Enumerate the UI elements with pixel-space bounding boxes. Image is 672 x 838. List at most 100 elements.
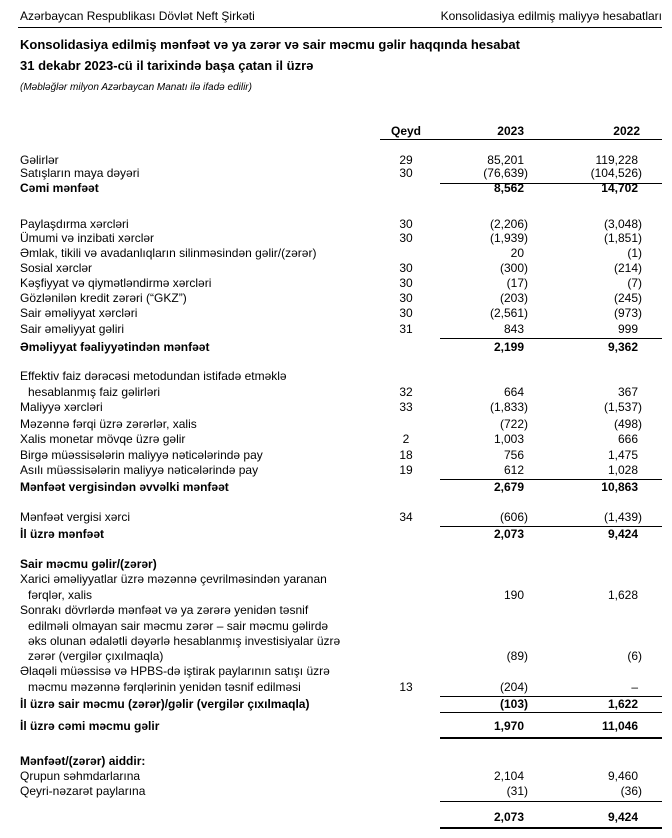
page-title: Konsolidasiya edilmiş mənfəət və ya zərə…: [20, 37, 520, 52]
table-row: əks olunan ədalətli dəyərlə hesablanmış …: [0, 634, 672, 649]
subtotal-rule: [440, 712, 662, 713]
table-row: hesablanmış faiz gəlirləri 32 664 367: [0, 385, 672, 400]
report-section-name: Konsolidasiya edilmiş maliyyə hesabatlar…: [440, 9, 662, 23]
value-2022: (6): [627, 649, 642, 663]
column-header-note: Qeyd: [390, 124, 421, 138]
table-row: Ümumi və inzibati xərclər 30 (1,939) (1,851…: [0, 231, 672, 246]
value-2022: (245): [613, 291, 642, 305]
value-2023: 664: [503, 385, 524, 399]
subtotal-rule: [440, 737, 662, 739]
table-row: Xarici əməliyyatlar üzrə məzənnə çevrilm…: [0, 572, 672, 587]
value-2022: (498): [613, 417, 642, 431]
value-2023: (722): [499, 417, 528, 431]
row-note: 30: [399, 276, 413, 290]
table-row: İl üzrə mənfəət 2,073 9,424: [0, 527, 672, 542]
row-note: 32: [399, 385, 413, 399]
table-row: Maliyyə xərcləri 33 (1,833) (1,537): [0, 400, 672, 415]
table-row: İl üzrə sair məcmu (zərər)/gəlir (vergil…: [0, 697, 672, 712]
subtotal-rule: [440, 526, 662, 527]
value-2022: 1,028: [607, 463, 638, 477]
value-2023: 20: [510, 246, 524, 260]
row-note: 30: [399, 166, 413, 180]
value-2022: 1,475: [607, 448, 638, 462]
table-row: Qrupun səhmdarlarına 2,104 9,460: [0, 769, 672, 784]
row-label: Qeyri-nəzarət paylarına: [20, 784, 146, 798]
row-label: Birgə müəssisələrin maliyyə nəticələrind…: [20, 448, 263, 462]
row-label: Xarici əməliyyatlar üzrə məzənnə çevrilm…: [20, 572, 327, 586]
value-2022: (1,439): [603, 510, 642, 524]
value-2023: (76,639): [483, 166, 528, 180]
row-label: Xalis monetar mövqe üzrə gəlir: [20, 432, 186, 446]
table-row: Sair əməliyyat gəliri 31 843 999: [0, 322, 672, 337]
table-row: Satışların maya dəyəri 30 (76,639) (104,526…: [0, 166, 672, 181]
table-row: Mənfəət vergisindən əvvəlki mənfəət 2,679…: [0, 480, 672, 495]
value-2022: 10,863: [601, 480, 638, 494]
value-2023: 756: [503, 448, 524, 462]
row-label: Sair əməliyyat xərcləri: [20, 306, 138, 320]
row-label: Qrupun səhmdarlarına: [20, 769, 141, 783]
subtotal-rule: [440, 801, 662, 802]
table-row: Mənfəət vergisi xərci 34 (606) (1,439): [0, 510, 672, 525]
row-note: 19: [399, 463, 413, 477]
value-2022: 9,424: [607, 810, 638, 824]
value-2022: –: [631, 680, 638, 694]
row-note: 29: [399, 153, 413, 167]
value-2023: (1,939): [489, 231, 528, 245]
row-label: Satışların maya dəyəri: [20, 166, 140, 180]
table-row: məcmu məzənnə fərqlərinin yenidən təsnif…: [0, 680, 672, 695]
row-label: Sair məcmu gəlir/(zərər): [20, 557, 157, 571]
table-row: Sair əməliyyat xərcləri 30 (2,561) (973): [0, 306, 672, 321]
row-label: hesablanmış faiz gəlirləri: [28, 385, 161, 399]
value-2022: (7): [627, 276, 642, 290]
subtotal-rule: [440, 827, 662, 829]
value-2023: (203): [499, 291, 528, 305]
row-label: Sonrakı dövrlərdə mənfəət və ya zərərə y…: [20, 603, 309, 617]
table-row: fərqlər, xalis 190 1,628: [0, 588, 672, 603]
value-2022: 1,622: [607, 697, 638, 711]
row-note: 30: [399, 291, 413, 305]
table-row: 2,073 9,424: [0, 810, 672, 825]
value-2022: (214): [613, 261, 642, 275]
subtotal-rule: [440, 479, 662, 480]
table-row: Xalis monetar mövqe üzrə gəlir 2 1,003 666: [0, 432, 672, 447]
row-note: 18: [399, 448, 413, 462]
row-label: Ümumi və inzibati xərclər: [20, 231, 155, 245]
value-2023: 843: [503, 322, 524, 336]
row-note: 33: [399, 400, 413, 414]
value-2023: 612: [503, 463, 524, 477]
value-2022: (104,526): [590, 166, 642, 180]
value-2023: 2,073: [493, 810, 524, 824]
value-2022: (1,537): [603, 400, 642, 414]
value-2022: (3,048): [603, 217, 642, 231]
row-label: Əlaqəli müəssisə və HPBS-də iştirak payl…: [20, 664, 330, 678]
row-note: 34: [399, 510, 413, 524]
value-2023: (103): [499, 697, 528, 711]
row-label: Gözlənilən kredit zərəri (“GKZ”): [20, 291, 187, 305]
value-2023: (204): [499, 680, 528, 694]
value-2023: (1,833): [489, 400, 528, 414]
column-header-divider: [380, 139, 662, 140]
table-row: Əmlak, tikili və avadanlıqların silinməs…: [0, 246, 672, 261]
value-2023: 85,201: [487, 153, 524, 167]
row-label: Asılı müəssisələrin maliyyə nəticələrind…: [20, 463, 259, 477]
table-row: edilməli olmayan sair məcmu zərər – sair…: [0, 619, 672, 634]
table-row: Birgə müəssisələrin maliyyə nəticələrind…: [0, 448, 672, 463]
table-row: Asılı müəssisələrin maliyyə nəticələrind…: [0, 463, 672, 478]
value-2023: (300): [499, 261, 528, 275]
value-2023: 1,003: [493, 432, 524, 446]
value-2023: 2,199: [493, 340, 524, 354]
page-subtitle: 31 dekabr 2023-cü il tarixində başa çata…: [20, 58, 314, 73]
value-2022: (36): [620, 784, 642, 798]
subtotal-rule: [440, 183, 662, 184]
subtotal-rule: [440, 696, 662, 697]
row-label: Sair əməliyyat gəliri: [20, 322, 125, 336]
subtotal-rule: [440, 338, 662, 339]
value-2023: 1,970: [493, 719, 524, 733]
value-2023: (2,561): [489, 306, 528, 320]
table-row: Kəşfiyyat və qiymətləndirmə xərcləri 30 (1…: [0, 276, 672, 291]
value-2022: 999: [617, 322, 638, 336]
row-label: Maliyyə xərcləri: [20, 400, 103, 414]
value-2023: (89): [506, 649, 528, 663]
row-note: 31: [399, 322, 413, 336]
row-note: 30: [399, 261, 413, 275]
